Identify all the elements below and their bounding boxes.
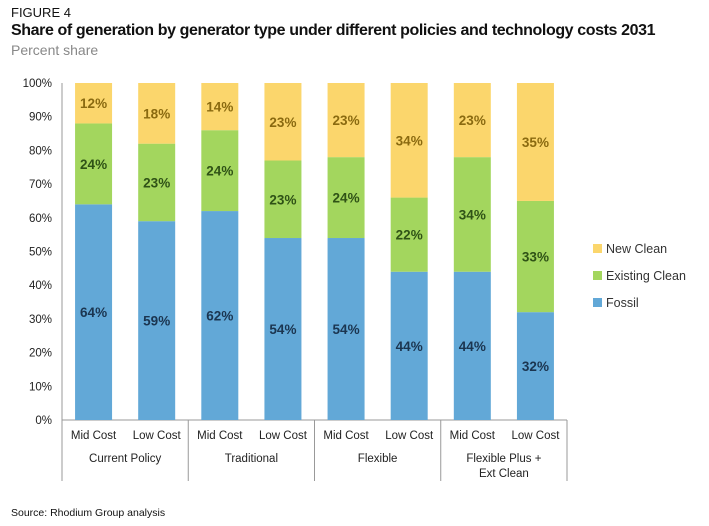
y-tick-label: 60% xyxy=(29,213,52,225)
bar-segment-new-clean xyxy=(327,83,365,158)
bar-segment-fossil xyxy=(138,221,176,420)
bar-segment-existing-clean xyxy=(201,130,239,212)
bar-segment-fossil xyxy=(75,204,113,420)
data-label: 62% xyxy=(206,309,233,324)
data-label: 54% xyxy=(333,322,360,337)
group-label: Ext Clean xyxy=(479,468,529,480)
bar-segment-new-clean xyxy=(390,83,428,198)
y-tick-label: 20% xyxy=(29,348,52,360)
group-label: Traditional xyxy=(225,453,278,465)
data-label: 59% xyxy=(143,314,170,329)
y-tick-label: 70% xyxy=(29,179,52,191)
bar-segment-new-clean xyxy=(75,83,113,124)
y-tick-label: 0% xyxy=(35,415,52,427)
data-label: 18% xyxy=(143,106,170,121)
bar-segment-existing-clean xyxy=(75,123,113,205)
bar-segment-new-clean xyxy=(201,83,239,131)
bar-segment-existing-clean xyxy=(264,160,302,239)
x-tick-label: Low Cost xyxy=(385,430,434,442)
bar-segment-existing-clean xyxy=(390,197,428,272)
x-tick-label: Mid Cost xyxy=(323,430,369,442)
legend-label: New Clean xyxy=(606,242,667,256)
data-label: 24% xyxy=(333,191,360,206)
bar-segment-new-clean xyxy=(138,83,176,144)
legend-label: Existing Clean xyxy=(606,269,686,283)
legend-swatch xyxy=(593,244,602,253)
group-label: Flexible Plus + xyxy=(466,453,541,465)
chart: 0% 10% 20% 30% 40% 50% 60% 70% 80% 90% 100% 64% 24% 1… xyxy=(23,78,686,481)
y-tick-label: 30% xyxy=(29,314,52,326)
bar-segment-existing-clean xyxy=(516,200,554,313)
bar-segment-fossil xyxy=(390,271,428,420)
data-label: 24% xyxy=(206,164,233,179)
bar-segment-existing-clean xyxy=(138,143,176,222)
data-label: 64% xyxy=(80,305,107,320)
y-tick-label: 50% xyxy=(29,247,52,259)
data-label: 23% xyxy=(269,192,296,207)
data-label: 23% xyxy=(459,113,486,128)
data-label: 32% xyxy=(522,359,549,374)
data-label: 44% xyxy=(459,339,486,354)
bar-segment-new-clean xyxy=(516,83,554,201)
x-tick-label: Low Cost xyxy=(133,430,182,442)
bar-segment-fossil xyxy=(453,271,491,420)
chart-title: Share of generation by generator type un… xyxy=(11,22,656,39)
chart-subtitle: Percent share xyxy=(11,42,99,58)
y-tick-label: 40% xyxy=(29,280,52,292)
group-label: Current Policy xyxy=(89,453,161,465)
bar-segment-fossil xyxy=(201,211,239,420)
data-label: 24% xyxy=(80,157,107,172)
data-label: 12% xyxy=(80,96,107,111)
data-label: 34% xyxy=(459,207,486,222)
legend-swatch xyxy=(593,271,602,280)
x-tick-label: Mid Cost xyxy=(450,430,496,442)
data-label: 23% xyxy=(333,113,360,128)
figure-label: FIGURE 4 xyxy=(11,5,71,20)
data-label: 54% xyxy=(269,322,296,337)
y-tick-label: 100% xyxy=(23,78,52,90)
x-tick-label: Low Cost xyxy=(511,430,560,442)
y-tick-label: 80% xyxy=(29,145,52,157)
x-tick-label: Mid Cost xyxy=(71,430,117,442)
y-tick-label: 90% xyxy=(29,112,52,124)
data-label: 23% xyxy=(269,115,296,130)
bar-segment-existing-clean xyxy=(453,157,491,272)
group-label: Flexible xyxy=(358,453,398,465)
legend-label: Fossil xyxy=(606,296,639,310)
legend-swatch xyxy=(593,298,602,307)
bar-segment-existing-clean xyxy=(327,157,365,239)
data-label: 14% xyxy=(206,100,233,115)
data-label: 22% xyxy=(396,228,423,243)
data-label: 35% xyxy=(522,135,549,150)
bar-segment-fossil xyxy=(264,238,302,420)
x-tick-label: Low Cost xyxy=(259,430,308,442)
bar-segment-new-clean xyxy=(453,83,491,158)
data-label: 44% xyxy=(396,339,423,354)
x-tick-label: Mid Cost xyxy=(197,430,243,442)
bar-segment-new-clean xyxy=(264,83,302,161)
source-note: Source: Rhodium Group analysis xyxy=(11,507,166,519)
y-tick-label: 10% xyxy=(29,381,52,393)
bar-segment-fossil xyxy=(516,312,554,420)
data-label: 23% xyxy=(143,175,170,190)
data-label: 34% xyxy=(396,133,423,148)
bar-segment-fossil xyxy=(327,238,365,420)
data-label: 33% xyxy=(522,250,549,265)
